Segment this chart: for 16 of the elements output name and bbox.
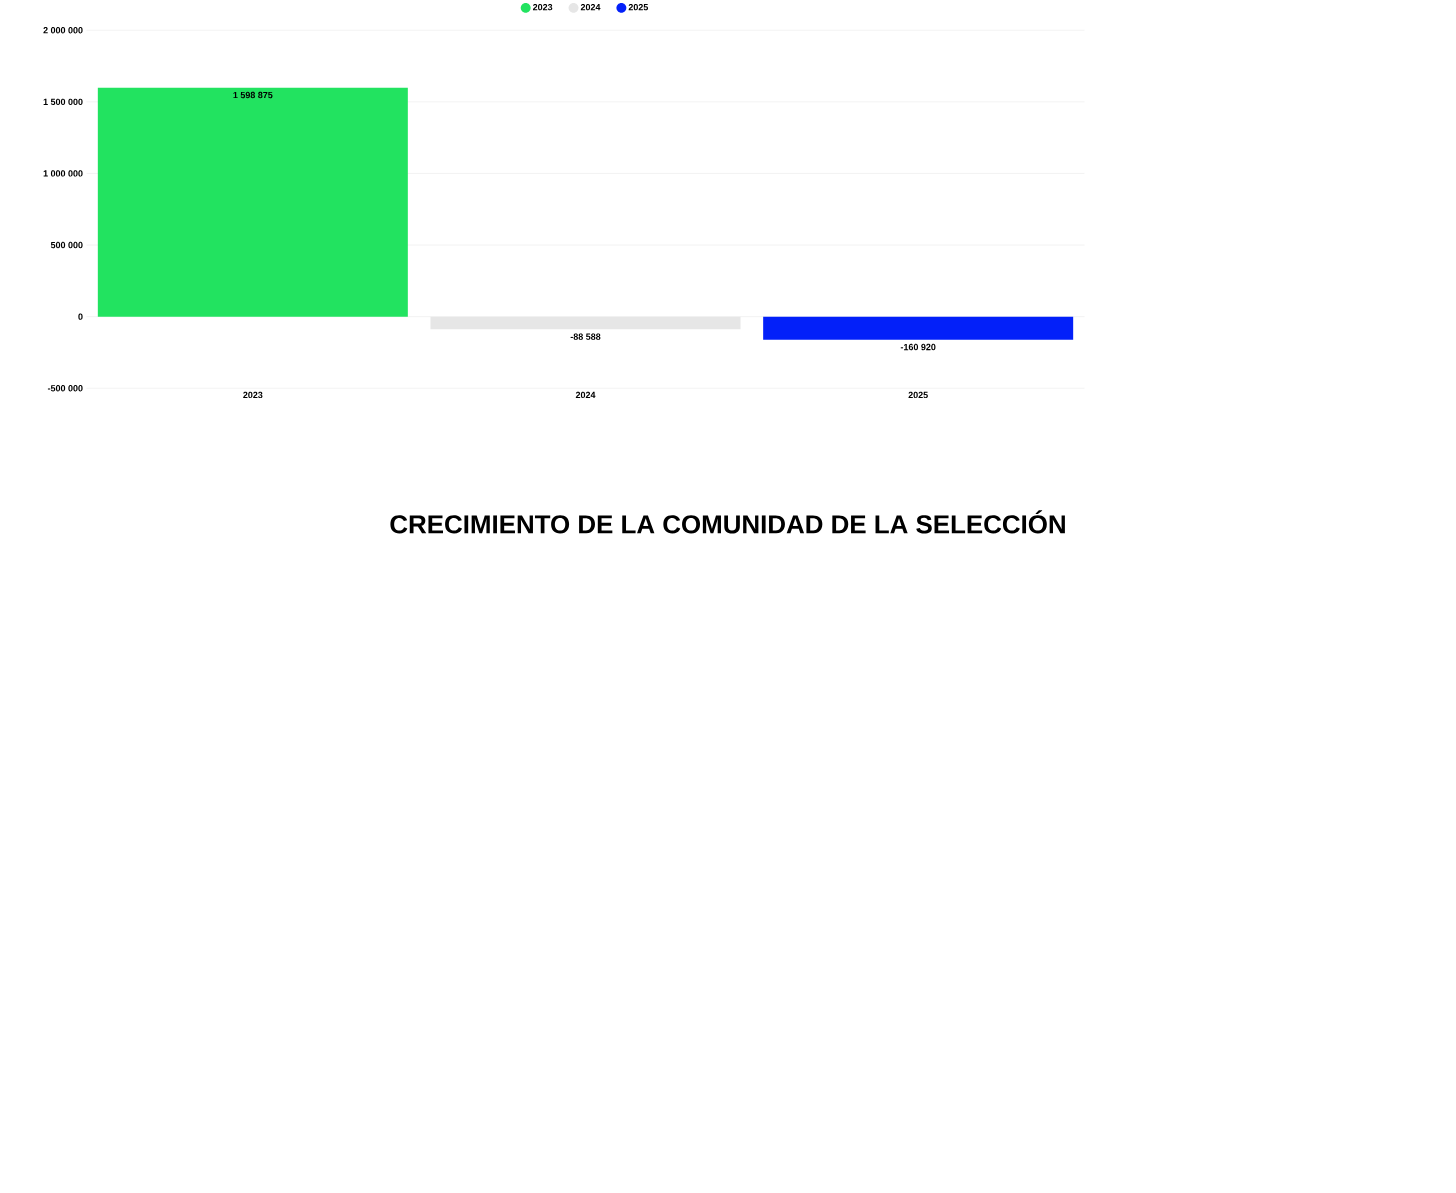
text: CRECIMIENTO DE LA COMUNIDAD DE LA SELECCIÓN — [390, 510, 1065, 534]
x-tick-label: 2023 — [243, 391, 263, 399]
y-tick-label: 1 500 000 — [43, 98, 83, 106]
data-label: -160 920 — [900, 343, 936, 351]
x-tick-label: 2025 — [908, 391, 928, 399]
y-tick-label: 500 000 — [50, 241, 83, 249]
y-tick-label: 1 000 000 — [43, 170, 83, 177]
legend-label: 2025 — [628, 4, 649, 11]
y-tick-label: 0 — [78, 313, 83, 320]
legend-label: 2024 — [580, 4, 601, 11]
y-tick-label: 2 000 000 — [43, 27, 83, 34]
x-tick-label: 2024 — [575, 391, 596, 399]
data-label: 1 598 875 — [233, 91, 273, 99]
data-label: -88 588 — [570, 333, 601, 340]
legend-label: 2023 — [532, 4, 553, 11]
y-tick-label: -500 000 — [47, 385, 83, 392]
